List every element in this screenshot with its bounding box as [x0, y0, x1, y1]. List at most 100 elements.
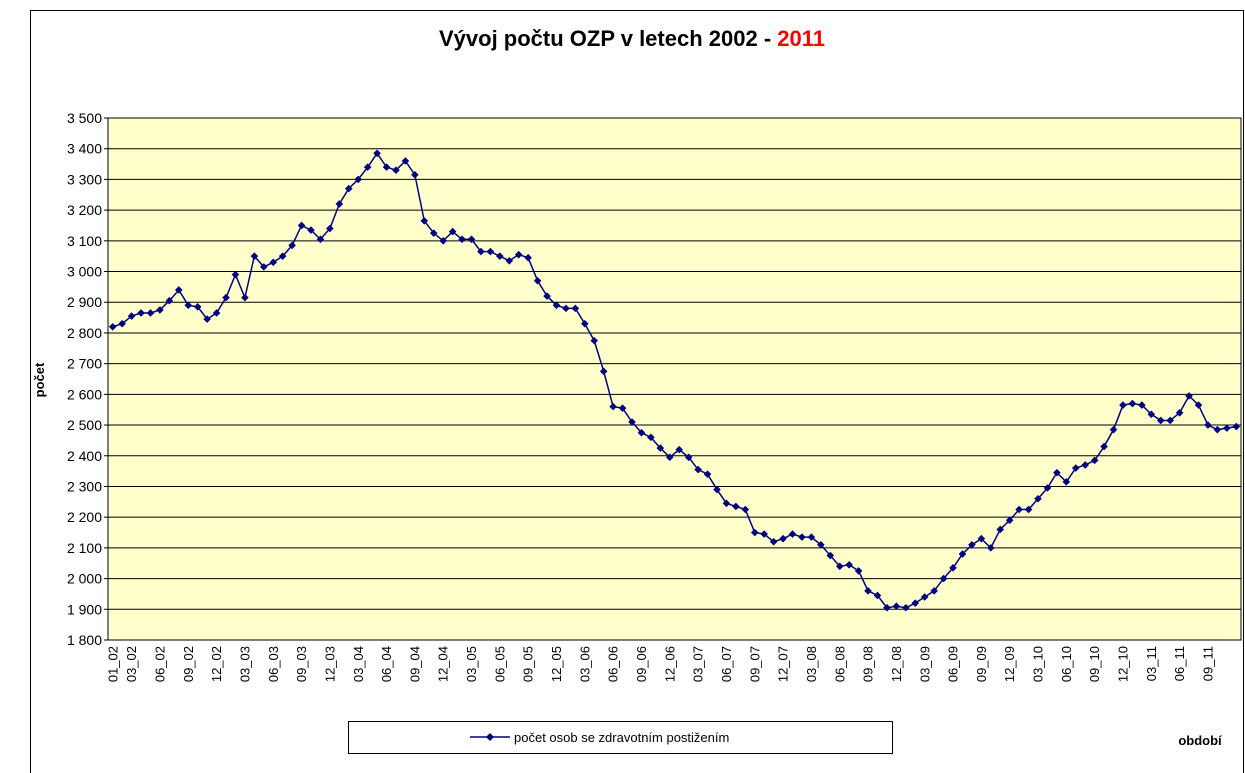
marker: [552, 301, 561, 310]
marker: [193, 303, 202, 311]
marker: [1043, 484, 1052, 492]
x-tick-label: 09_03: [294, 646, 309, 682]
marker: [750, 528, 759, 537]
marker: [146, 309, 155, 317]
marker: [514, 250, 523, 259]
y-tick-label: 3 200: [67, 202, 102, 218]
marker: [1062, 478, 1071, 486]
y-tick-label: 2 700: [67, 356, 102, 372]
marker: [278, 252, 287, 260]
marker: [382, 163, 391, 171]
marker: [420, 217, 429, 225]
x-tick-label: 12_10: [1116, 646, 1131, 682]
x-tick-label: 12_09: [1002, 646, 1017, 682]
marker: [562, 304, 570, 313]
marker: [429, 229, 438, 237]
x-tick-label: 03_04: [351, 646, 366, 682]
marker: [902, 603, 910, 612]
marker: [505, 256, 514, 265]
marker: [703, 470, 712, 478]
marker: [1005, 516, 1014, 525]
marker: [835, 562, 844, 571]
y-tick-label: 2 000: [67, 571, 102, 587]
x-tick-label: 03_11: [1144, 646, 1159, 681]
marker: [1166, 416, 1174, 425]
marker: [1147, 410, 1156, 419]
title-part: Vývoj počtu OZP v letech 2002 -: [439, 26, 771, 51]
marker: [496, 252, 504, 260]
marker: [628, 418, 636, 426]
marker: [760, 530, 768, 538]
marker: [571, 304, 580, 313]
x-tick-label: 06_06: [606, 646, 621, 682]
marker: [222, 293, 230, 302]
y-tick-label: 2 300: [67, 478, 102, 494]
y-tick-label: 3 000: [67, 264, 102, 280]
marker: [977, 534, 986, 543]
marker: [930, 587, 938, 595]
x-tick-label: 03_06: [577, 646, 592, 682]
marker: [807, 533, 816, 541]
x-tick-label: 06_05: [492, 646, 507, 682]
marker: [1081, 461, 1090, 469]
marker: [307, 226, 315, 234]
marker: [524, 253, 532, 262]
y-tick-label: 3 100: [67, 233, 102, 249]
marker: [1034, 494, 1042, 503]
marker: [231, 270, 240, 279]
y-tick-label: 2 500: [67, 417, 102, 433]
marker: [1138, 401, 1146, 409]
marker: [288, 241, 296, 250]
marker: [892, 602, 901, 611]
marker: [1156, 416, 1165, 425]
marker: [647, 433, 655, 442]
x-tick-label: 03_02: [124, 646, 139, 682]
marker: [212, 309, 221, 317]
marker: [911, 599, 920, 607]
chart-title: Vývoj počtu OZP v letech 2002 - 2011: [439, 26, 825, 51]
x-tick-label: 12_02: [209, 646, 224, 682]
marker: [335, 200, 344, 208]
marker: [1090, 456, 1099, 465]
x-tick-label: 06_04: [379, 646, 394, 682]
x-tick-label: 09_09: [974, 646, 989, 682]
x-axis-label: období: [1178, 733, 1222, 748]
marker: [1015, 505, 1023, 514]
marker: [864, 587, 872, 595]
x-tick-label: 09_10: [1087, 646, 1102, 682]
marker: [873, 591, 882, 600]
marker: [581, 319, 589, 328]
marker: [448, 227, 457, 236]
marker: [788, 530, 797, 538]
marker: [118, 319, 126, 328]
marker: [798, 533, 806, 541]
marker: [779, 534, 787, 543]
x-tick-label: 03_10: [1031, 646, 1046, 682]
marker: [1024, 505, 1033, 514]
y-tick-label: 2 800: [67, 325, 102, 341]
legend-marker: [486, 733, 494, 741]
marker: [297, 221, 306, 230]
marker: [1053, 468, 1061, 477]
marker: [609, 402, 617, 411]
marker: [618, 404, 627, 412]
x-tick-label: 01_02: [105, 646, 120, 682]
marker: [854, 567, 863, 575]
x-tick-label: 06_11: [1172, 646, 1187, 681]
x-tick-label: 09_06: [634, 646, 649, 682]
x-tick-label: 03_08: [804, 646, 819, 682]
x-tick-label: 09_02: [181, 646, 196, 682]
marker: [986, 544, 995, 552]
marker: [1185, 392, 1193, 400]
marker: [1071, 464, 1080, 472]
x-tick-label: 03_03: [237, 646, 252, 682]
marker: [458, 235, 466, 244]
marker: [543, 292, 551, 300]
marker: [203, 315, 211, 323]
marker: [1204, 421, 1212, 429]
x-tick-label: 09_08: [861, 646, 876, 682]
marker: [175, 286, 183, 294]
y-tick-label: 2 100: [67, 540, 102, 556]
